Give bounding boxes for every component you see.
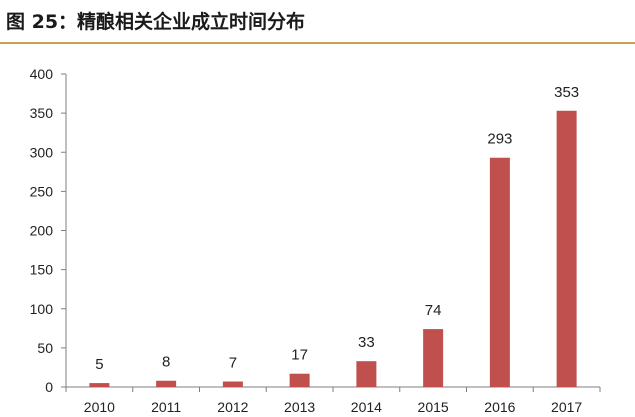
bar [356,361,377,387]
bar-value-label: 293 [487,131,512,148]
x-tick-label: 2017 [551,399,582,415]
bar-value-label: 33 [358,334,375,351]
title-divider [0,42,635,44]
x-tick-label: 2016 [484,399,515,415]
bar [222,381,243,387]
bar-value-label: 5 [95,356,103,373]
bar-value-label: 8 [162,354,170,371]
bar [156,380,177,387]
bar-value-label: 7 [229,355,237,372]
y-tick-label: 200 [30,223,54,239]
y-tick-label: 400 [30,66,54,82]
bar-value-label: 17 [291,347,308,364]
y-tick-label: 50 [37,340,53,356]
x-tick-label: 2010 [84,399,115,415]
bar [489,157,510,387]
bar [423,329,444,387]
x-tick-label: 2015 [418,399,449,415]
bar-value-label: 74 [425,302,442,319]
x-tick-label: 2014 [351,399,382,415]
y-tick-label: 300 [30,144,54,160]
figure-title: 图 25：精酿相关企业成立时间分布 [6,11,306,33]
x-tick-label: 2011 [151,399,181,415]
bar-value-label: 353 [554,84,579,101]
bar [289,373,310,387]
bar [89,383,110,387]
bar [556,110,577,387]
y-tick-label: 150 [30,262,54,278]
y-tick-label: 0 [45,379,53,395]
x-tick-label: 2012 [217,399,248,415]
y-tick-label: 100 [30,301,54,317]
y-tick-label: 350 [30,105,54,121]
y-tick-label: 250 [30,183,54,199]
x-tick-label: 2013 [284,399,315,415]
